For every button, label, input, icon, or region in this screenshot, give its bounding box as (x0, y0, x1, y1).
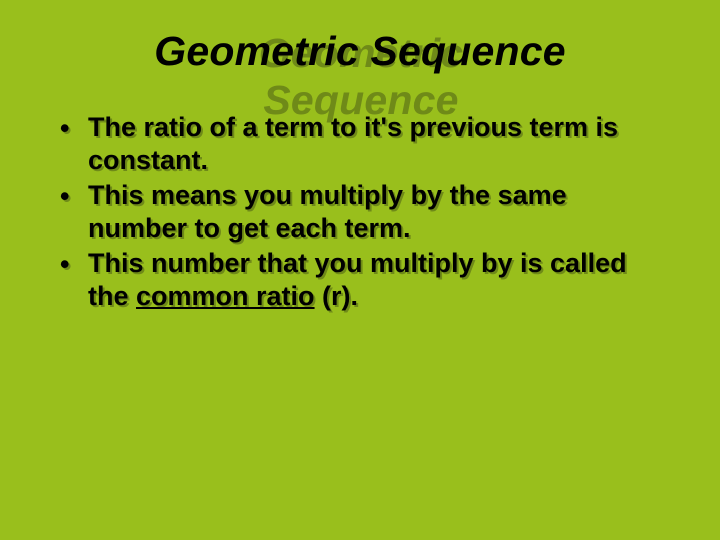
bullet-text: This number that you multiply by is call… (88, 247, 670, 313)
bullet-text: This means you multiply by the same numb… (88, 179, 670, 245)
bullet-item: • This means you multiply by the same nu… (58, 179, 670, 245)
title-text: Geometric Sequence (154, 28, 565, 75)
bullet-item: • This number that you multiply by is ca… (58, 247, 670, 313)
bullet-marker: • (60, 180, 69, 213)
bullet-list: • The ratio of a term to it's previous t… (50, 111, 670, 313)
bullet-text: The ratio of a term to it's previous ter… (88, 111, 670, 177)
bullet-marker: • (60, 112, 69, 145)
bullet-item: • The ratio of a term to it's previous t… (58, 111, 670, 177)
slide: Geometric Sequence • The ratio of a term… (0, 0, 720, 540)
slide-title: Geometric Sequence (50, 28, 670, 75)
bullet-marker: • (60, 248, 69, 281)
